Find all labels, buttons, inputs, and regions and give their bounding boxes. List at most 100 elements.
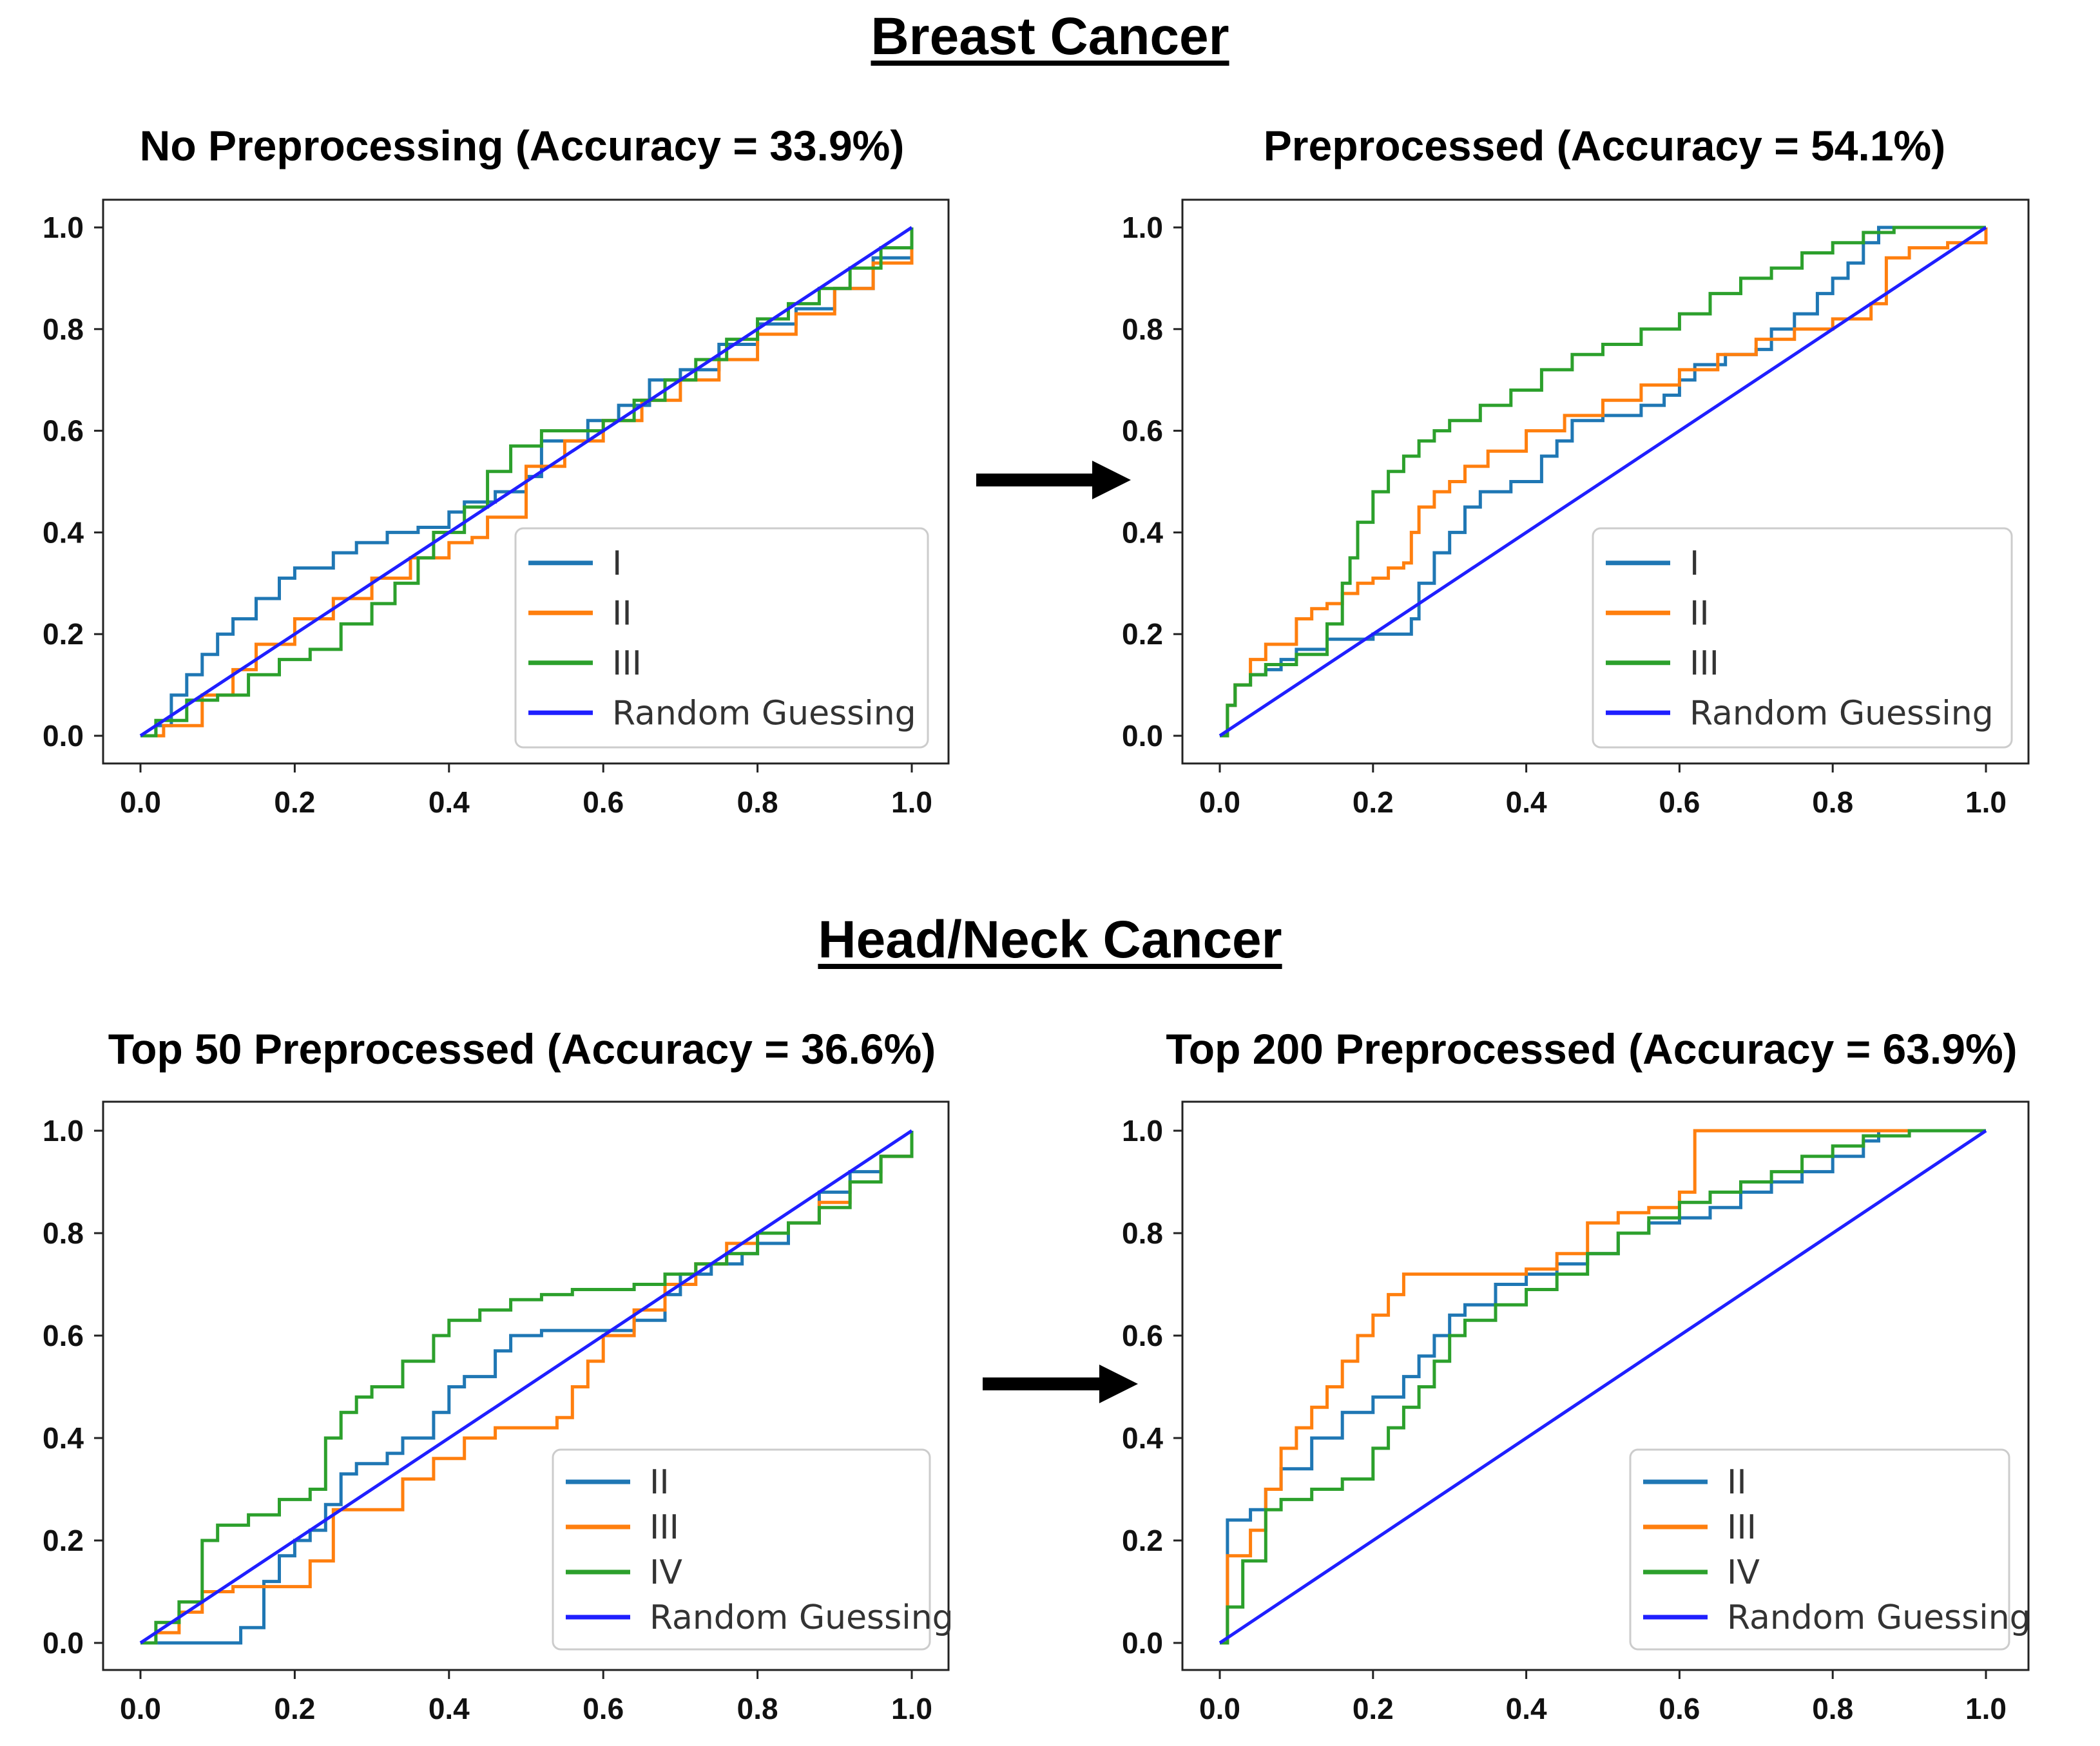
arrow-head: [1099, 1365, 1138, 1403]
x-tick-label: 0.8: [737, 1692, 778, 1725]
legend-label: Random Guessing: [612, 694, 916, 733]
legend-label: II: [650, 1463, 669, 1502]
series-line-iii: [140, 227, 914, 738]
y-tick-label: 0.4: [1122, 1421, 1163, 1455]
legend-label: Random Guessing: [1727, 1598, 2031, 1637]
legend-box: [1629, 1448, 2010, 1651]
legend-label: II: [1727, 1463, 1747, 1502]
series-line-iv: [1220, 1129, 1986, 1645]
y-tick-label: 0.6: [1122, 1319, 1163, 1352]
y-tick-label: 0.8: [43, 1216, 84, 1250]
x-tick-label: 0.8: [1812, 1692, 1853, 1725]
y-tick-label: 0.2: [43, 1524, 84, 1557]
x-tick-label: 0.2: [274, 1692, 315, 1725]
legend-label: I: [1690, 544, 1699, 583]
series-line-iii: [1220, 225, 1986, 738]
x-tick-label: 0.4: [1506, 1692, 1547, 1725]
x-tick-label: 0.4: [1506, 785, 1547, 819]
series-line-i: [140, 227, 914, 738]
x-tick-label: 1.0: [1965, 1692, 2007, 1725]
arrow-breast-cancer: [976, 461, 1131, 499]
y-tick-label: 0.0: [43, 719, 84, 753]
legend-label: III: [1727, 1508, 1757, 1547]
x-tick-label: 0.0: [120, 785, 161, 819]
x-tick-label: 0.4: [429, 1692, 470, 1725]
y-tick-label: 0.8: [1122, 1216, 1163, 1250]
axes-frame: [102, 1100, 950, 1671]
legend-label: II: [1690, 594, 1710, 633]
y-tick-label: 0.6: [1122, 414, 1163, 448]
legend-label: Random Guessing: [650, 1598, 954, 1637]
y-tick-label: 0.8: [1122, 312, 1163, 346]
x-tick-label: 0.6: [583, 1692, 624, 1725]
series-line-iv: [140, 1131, 914, 1645]
series-line-random-guessing: [1219, 225, 1987, 738]
y-tick-label: 1.0: [1122, 1114, 1163, 1147]
legend-label: Random Guessing: [1690, 694, 1994, 733]
x-tick-label: 0.6: [583, 785, 624, 819]
y-tick-label: 0.4: [1122, 515, 1163, 549]
legend-label: III: [1690, 644, 1719, 683]
y-tick-label: 0.0: [1122, 1626, 1163, 1660]
x-tick-label: 0.8: [1812, 785, 1853, 819]
arrow-head-neck-cancer: [983, 1365, 1138, 1403]
x-tick-label: 0.0: [120, 1692, 161, 1725]
legend-box: [552, 1448, 931, 1651]
legend-label: IV: [650, 1553, 682, 1592]
y-tick-label: 0.0: [1122, 719, 1163, 753]
legend-box: [514, 527, 929, 749]
x-tick-label: 0.0: [1199, 1692, 1240, 1725]
y-tick-label: 1.0: [1122, 211, 1163, 244]
panel-title-no-preprocessing: No Preprocessing (Accuracy = 33.9%): [139, 122, 905, 169]
x-tick-label: 0.6: [1659, 785, 1700, 819]
section-title-breast-cancer: Breast Cancer: [871, 7, 1229, 66]
y-tick-label: 0.2: [43, 617, 84, 651]
roc-chart-preprocessed: 0.0 0.2 0.4 0.6 0.8 1.00.00.20.40.60.81.0IIII…: [1122, 198, 2030, 819]
axes-frame: [1181, 198, 2030, 765]
y-tick-label: 1.0: [43, 1114, 84, 1147]
panel-title-preprocessed: Preprocessed (Accuracy = 54.1%): [1263, 122, 1946, 169]
x-tick-label: 1.0: [891, 785, 932, 819]
series-line-random-guessing: [139, 1129, 913, 1645]
legend-label: III: [612, 644, 642, 683]
x-tick-label: 1.0: [1965, 785, 2007, 819]
roc-chart-no-preprocessing: 0.0 0.2 0.4 0.6 0.8 1.00.00.20.40.60.81.0IIII…: [43, 198, 950, 819]
y-tick-label: 0.4: [43, 1421, 84, 1455]
series-line-ii: [1220, 227, 1988, 738]
axes-frame: [102, 198, 950, 765]
series-line-random-guessing: [139, 225, 913, 738]
axes-frame: [1181, 1100, 2030, 1671]
y-tick-label: 0.0: [43, 1626, 84, 1660]
x-tick-label: 1.0: [891, 1692, 932, 1725]
x-tick-label: 0.2: [1353, 1692, 1394, 1725]
series-line-ii: [140, 1131, 914, 1645]
x-tick-label: 0.4: [429, 785, 470, 819]
section-title-head-neck-cancer: Head/Neck Cancer: [818, 910, 1282, 969]
y-tick-label: 0.4: [43, 515, 84, 549]
series-line-random-guessing: [1219, 1129, 1987, 1645]
legend-label: IV: [1727, 1553, 1760, 1592]
legend-label: II: [612, 594, 632, 633]
x-tick-label: 0.6: [1659, 1692, 1700, 1725]
x-tick-label: 0.2: [274, 785, 315, 819]
x-tick-label: 0.8: [737, 785, 778, 819]
panel-title-top-200: Top 200 Preprocessed (Accuracy = 63.9%): [1166, 1025, 2018, 1073]
series-line-ii: [1220, 1129, 1986, 1645]
series-line-i: [1220, 225, 1986, 738]
arrow-head: [1092, 461, 1131, 499]
y-tick-label: 0.8: [43, 312, 84, 346]
series-line-iii: [1220, 1129, 1986, 1645]
legend-label: III: [650, 1508, 679, 1547]
y-tick-label: 0.6: [43, 1319, 84, 1352]
y-tick-label: 0.2: [1122, 617, 1163, 651]
legend-box: [1592, 527, 2013, 749]
legend-label: I: [612, 544, 622, 583]
x-tick-label: 0.0: [1199, 785, 1240, 819]
panel-title-top-50: Top 50 Preprocessed (Accuracy = 36.6%): [108, 1025, 936, 1073]
roc-chart-top-200: 0.0 0.2 0.4 0.6 0.8 1.00.00.20.40.60.81.0IIII…: [1122, 1100, 2031, 1725]
roc-chart-top-50: 0.0 0.2 0.4 0.6 0.8 1.00.00.20.40.60.81.0IIII…: [43, 1100, 954, 1725]
x-tick-label: 0.2: [1353, 785, 1394, 819]
y-tick-label: 0.2: [1122, 1524, 1163, 1557]
y-tick-label: 0.6: [43, 414, 84, 448]
